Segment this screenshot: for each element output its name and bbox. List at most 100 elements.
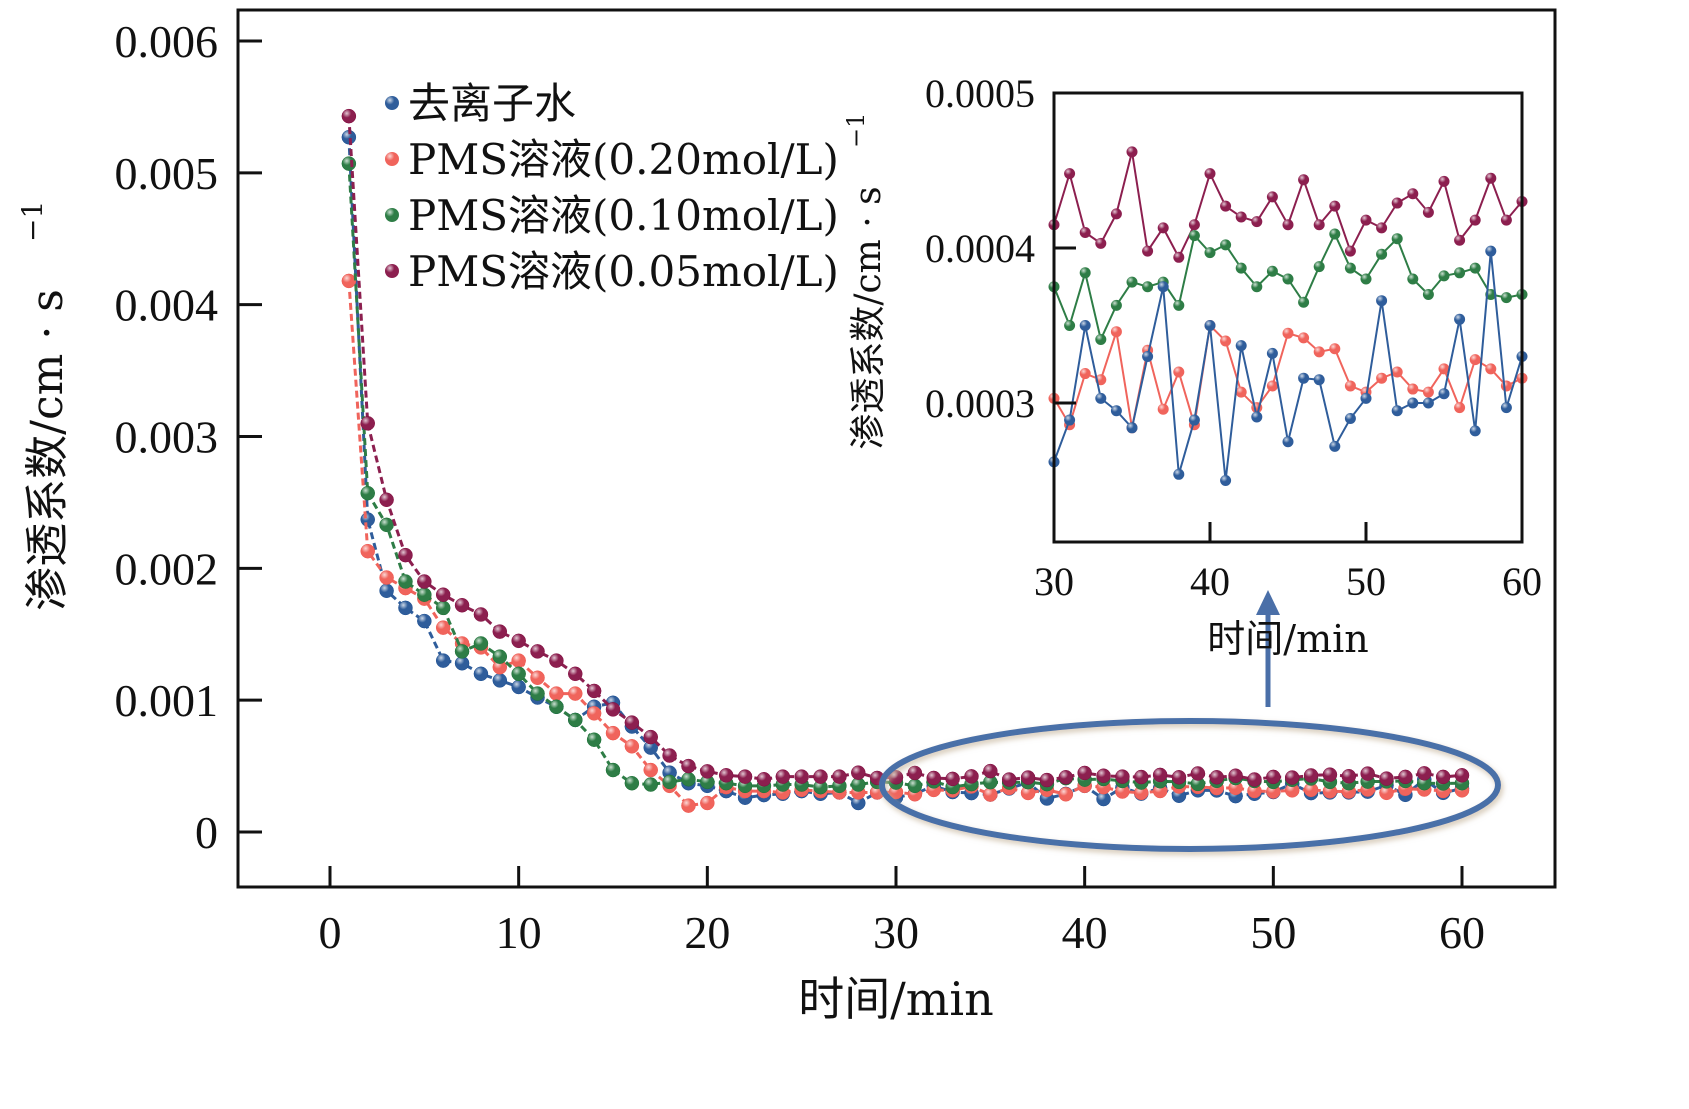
inset-data-point: [1329, 200, 1341, 212]
highlight-ellipse: [879, 718, 1501, 852]
inset-data-point: [1407, 273, 1419, 285]
main-data-point: [379, 570, 394, 585]
inset-data-point: [1454, 234, 1466, 246]
main-x-tick-label: 0: [319, 907, 342, 958]
main-data-point: [435, 587, 451, 602]
main-y-axis-title-group: 渗透系数/cm · s −1: [16, 201, 73, 611]
main-y-axis-title-superscript: −1: [16, 201, 49, 242]
main-data-point: [851, 765, 866, 780]
main-data-point: [718, 768, 734, 783]
main-data-point: [624, 775, 640, 791]
inset-y-tick-label: 0.0004: [925, 226, 1035, 271]
inset-data-point: [1126, 276, 1138, 288]
inset-y-axis-title-superscript: −1: [842, 113, 870, 148]
main-data-point: [662, 748, 677, 763]
inset-data-point: [1298, 174, 1310, 186]
main-data-point: [530, 686, 545, 701]
main-data-point: [549, 653, 564, 668]
inset-data-point: [1173, 251, 1185, 263]
inset-data-point: [1438, 175, 1450, 187]
main-data-point: [360, 416, 375, 431]
main-series-3: [341, 108, 1470, 788]
main-data-point: [1058, 787, 1074, 802]
inset-data-point: [1282, 273, 1294, 285]
main-data-point: [435, 600, 451, 616]
main-data-point: [341, 156, 357, 171]
main-x-tick-label: 10: [496, 907, 542, 958]
main-x-axis-title: 时间/min: [798, 972, 993, 1026]
main-data-point: [643, 762, 658, 778]
main-data-point: [605, 725, 621, 741]
main-x-axis: 0 10 20 30 40 50 60: [319, 866, 1485, 958]
inset-data-point: [1235, 262, 1247, 274]
main-data-point: [643, 729, 658, 745]
inset-data-point: [1407, 188, 1419, 200]
inset-data-point: [1376, 372, 1388, 384]
main-data-point: [379, 492, 394, 508]
inset-data-point: [1438, 363, 1450, 375]
main-data-point: [586, 683, 602, 699]
inset-data-point: [1095, 392, 1107, 404]
main-y-axis: 0 0.001 0.002 0.003 0.004 0.005 0.006: [115, 16, 262, 858]
inset-data-point: [1438, 388, 1450, 400]
inset-data-point: [1235, 211, 1247, 223]
main-series-group: [341, 108, 1470, 813]
main-data-point: [1417, 766, 1432, 781]
inset-data-point: [1376, 248, 1388, 260]
main-data-point: [511, 653, 526, 668]
zoom-arrow-head-icon: [1256, 590, 1280, 615]
main-data-point: [662, 774, 677, 790]
legend-label: PMS溶液(0.10mol/L): [408, 191, 839, 240]
inset-data-point: [1422, 289, 1434, 300]
inset-data-point: [1313, 346, 1325, 358]
main-data-point: [473, 607, 489, 622]
main-data-point: [530, 644, 545, 659]
inset-data-point: [1235, 340, 1247, 352]
main-data-point: [379, 583, 394, 598]
inset-data-point: [1422, 397, 1434, 409]
main-data-point: [643, 777, 658, 792]
inset-data-point: [1313, 374, 1325, 386]
inset-data-point: [1220, 475, 1232, 486]
main-data-point: [681, 798, 696, 813]
main-data-point: [1058, 770, 1074, 785]
inset-background: [1054, 93, 1522, 542]
inset-data-point: [1469, 262, 1481, 274]
inset-data-point: [1500, 380, 1512, 392]
inset-data-point: [1079, 368, 1091, 380]
inset-data-point: [1376, 295, 1388, 307]
main-data-point: [360, 485, 375, 501]
main-x-tick-label: 40: [1062, 907, 1108, 958]
inset-data-point: [1313, 219, 1325, 231]
main-data-point: [511, 679, 526, 695]
main-y-tick-label: 0: [195, 807, 218, 858]
main-data-point: [341, 108, 357, 124]
main-data-point: [1322, 767, 1338, 782]
inset-data-point: [1173, 468, 1185, 480]
inset-data-point: [1344, 262, 1356, 274]
inset-data-point: [1282, 327, 1294, 339]
legend: 去离子水 PMS溶液(0.20mol/L) PMS溶液(0.10mol/L) PMS溶…: [385, 79, 839, 296]
legend-marker: [385, 96, 399, 110]
main-data-point: [1077, 765, 1092, 781]
inset-x-tick-label: 50: [1346, 559, 1386, 604]
inset-data-point: [1266, 265, 1278, 277]
main-data-point: [1398, 769, 1413, 785]
inset-y-axis-title-group: 渗透系数/cm · s −1: [842, 113, 889, 450]
inset-data-point: [1391, 366, 1403, 378]
legend-label: PMS溶液(0.05mol/L): [408, 247, 839, 296]
inset-y-axis-title: 渗透系数/cm · s: [848, 186, 889, 449]
main-data-point: [1190, 766, 1206, 781]
main-data-point: [492, 649, 508, 664]
inset-data-point: [1095, 333, 1107, 345]
inset-data-point: [1079, 320, 1091, 331]
main-data-point: [586, 706, 602, 721]
inset-data-point: [1142, 245, 1154, 257]
main-data-point: [586, 732, 602, 747]
inset-data-point: [1142, 281, 1154, 293]
main-data-point: [549, 699, 564, 715]
main-data-point: [360, 543, 375, 559]
main-data-point: [1284, 770, 1300, 785]
main-data-point: [605, 702, 621, 717]
legend-label: 去离子水: [408, 79, 576, 128]
